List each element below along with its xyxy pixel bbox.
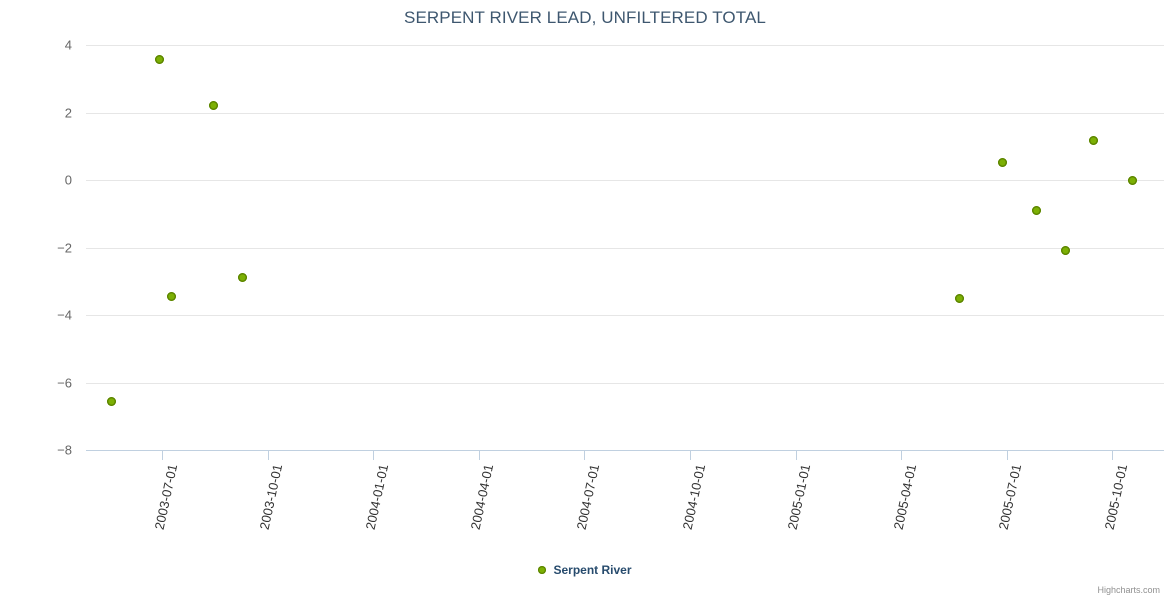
chart-legend[interactable]: Serpent River xyxy=(0,563,1170,577)
x-axis-tick-mark xyxy=(690,450,691,460)
x-axis-tick-mark xyxy=(373,450,375,460)
y-gridline xyxy=(86,315,1164,316)
y-axis-tick-label: −4 xyxy=(57,307,72,323)
y-axis-tick-label: −8 xyxy=(57,442,72,458)
x-axis-tick-mark xyxy=(795,450,797,460)
x-axis-tick-label: 2005-07-01 xyxy=(995,462,1025,531)
y-axis-tick-label: −2 xyxy=(57,240,72,255)
data-point[interactable] xyxy=(209,100,219,110)
y-axis-tick-label: 2 xyxy=(64,105,72,120)
plot-area: 4 2 0 −2 −4 −6 −8 2003-07-01 2003-10-01 2004-01-0… xyxy=(57,39,1164,531)
x-axis-tick-mark xyxy=(901,450,903,460)
data-point[interactable] xyxy=(155,55,165,65)
x-axis-tick-mark xyxy=(584,450,586,460)
data-point[interactable] xyxy=(1127,175,1137,185)
x-axis-tick-label: 2004-10-01 xyxy=(679,462,708,531)
legend-marker-icon xyxy=(538,566,547,574)
data-point[interactable] xyxy=(238,273,248,283)
x-axis-tick-label: 2004-04-01 xyxy=(467,462,497,531)
x-axis-tick-label: 2005-01-01 xyxy=(784,462,814,531)
x-axis-tick-label: 2004-01-01 xyxy=(362,462,391,531)
y-gridline xyxy=(86,45,1164,46)
credits-link[interactable]: Highcharts.com xyxy=(1097,585,1160,595)
y-gridline xyxy=(86,247,1164,249)
data-point[interactable] xyxy=(955,293,965,303)
y-axis-tick-label: 4 xyxy=(64,37,72,53)
chart-title: SERPENT RIVER LEAD, UNFILTERED TOTAL xyxy=(404,8,766,27)
legend-item-label[interactable]: Serpent River xyxy=(553,563,632,577)
data-point[interactable] xyxy=(1089,136,1099,146)
x-axis-tick-mark xyxy=(1112,450,1114,460)
x-axis-tick-label: 2005-10-01 xyxy=(1101,462,1131,531)
y-gridline xyxy=(86,382,1164,384)
x-axis-tick-label: 2004-07-01 xyxy=(573,462,603,531)
x-axis-tick-mark xyxy=(162,450,163,460)
y-gridline xyxy=(86,112,1164,114)
y-axis-tick-label: −6 xyxy=(57,375,72,390)
x-axis-tick-label: 2005-04-01 xyxy=(890,462,919,531)
x-axis-tick-label: 2003-10-01 xyxy=(256,462,286,531)
data-point[interactable] xyxy=(998,157,1008,167)
data-point[interactable] xyxy=(1031,205,1041,215)
x-axis-tick-label: 2003-07-01 xyxy=(151,462,180,531)
x-axis-tick-mark xyxy=(267,450,269,460)
y-axis-tick-label: 0 xyxy=(64,172,72,188)
x-axis-line xyxy=(86,450,1164,451)
data-point[interactable] xyxy=(1060,246,1070,256)
data-point[interactable] xyxy=(166,291,176,301)
x-axis-tick-mark xyxy=(1006,450,1008,460)
data-point[interactable] xyxy=(106,396,116,406)
x-axis-tick-mark xyxy=(478,450,480,460)
y-gridline xyxy=(86,180,1164,181)
